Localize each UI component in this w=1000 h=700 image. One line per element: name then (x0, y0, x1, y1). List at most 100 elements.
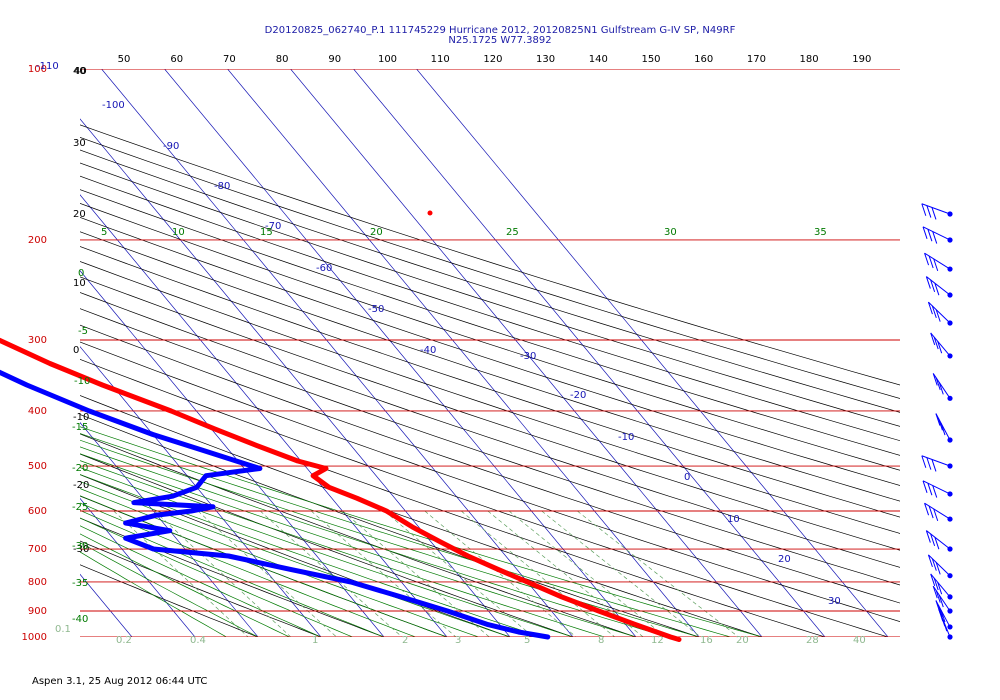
moist-adiabat-label: 0 (78, 268, 84, 279)
wind-barb-feather (931, 558, 937, 571)
moist-adiabat-line (80, 533, 290, 637)
wind-barb-feather (937, 582, 943, 595)
left-temp-label: -30 (73, 544, 89, 555)
top-label: 100 (378, 54, 397, 65)
isotherm-label: 10 (727, 514, 740, 525)
isotherm-label: -50 (368, 304, 384, 315)
dry-adiabat-line (80, 202, 900, 471)
wind-barb-feather (927, 229, 933, 242)
wind-barb (927, 554, 953, 579)
dry-adiabat-line (80, 175, 900, 442)
moist-adiabat-line (80, 460, 605, 637)
top-label: -110 (36, 61, 59, 72)
top-label: 160 (694, 54, 713, 65)
wind-barb (935, 600, 953, 630)
pressure-label: 900 (28, 606, 47, 617)
isotherm-label: 30 (828, 596, 841, 607)
mixing-ratio-line (460, 510, 616, 637)
wind-barb (925, 530, 953, 552)
moist-adiabat-line (80, 525, 322, 637)
isotherm-line (353, 69, 826, 637)
left-temp-label: 40 (73, 66, 86, 77)
top-label: 150 (641, 54, 660, 65)
wind-barb-feather (935, 377, 941, 391)
isotherm-label: -90 (163, 141, 179, 152)
wind-barb-feather (921, 455, 927, 468)
mixing-ratio-label: 0.4 (190, 635, 206, 646)
dry-adiabat-line (80, 376, 826, 637)
wind-barb-staff (921, 203, 951, 215)
dry-adiabat-line (80, 189, 900, 456)
wind-barb-staff (928, 554, 951, 577)
dry-adiabat-line (80, 564, 259, 637)
moist-adiabat-line (80, 502, 416, 637)
left-temp-label: 10 (73, 278, 86, 289)
wind-barb-feather (928, 505, 934, 519)
dry-adiabat-line (80, 246, 900, 518)
wind-barb-feather (932, 585, 938, 599)
moist-adiabat-line (80, 551, 227, 637)
wind-barb-staff (935, 600, 951, 628)
sounding-profiles (0, 210, 682, 642)
pressure-label: 800 (28, 577, 47, 588)
footer-text: Aspen 3.1, 25 Aug 2012 06:44 UTC (32, 676, 208, 687)
chart-title-line1: D20120825_062740_P.1 111745229 Hurricane… (265, 25, 736, 36)
top-label: 140 (589, 54, 608, 65)
pressure-label: 200 (28, 235, 47, 246)
dry-adiabat-line (80, 540, 322, 637)
wind-barb-staff (932, 585, 951, 612)
wind-barb (922, 480, 953, 498)
dry-adiabat-line (80, 261, 900, 534)
wind-barb-feather (940, 609, 946, 623)
isotherm-label: -60 (316, 263, 332, 274)
mixing-ratio-label: 8 (598, 635, 604, 646)
dry-adiabat-line (80, 149, 900, 413)
wind-barb-feather (933, 508, 939, 522)
mixing-ratio-label: 0.2 (116, 635, 132, 646)
dewpoint-profile (0, 369, 551, 640)
wind-barb-feather (926, 205, 932, 218)
moist-adiabat-line (80, 488, 479, 637)
moist-adiabat-line (80, 439, 700, 637)
temperature-point (427, 210, 433, 216)
dry-adiabat-line (80, 217, 900, 486)
moist-adiabat-line (80, 509, 385, 637)
pressure-label: 100 (28, 64, 47, 75)
wind-barb (935, 413, 953, 443)
mixing-ratio-label: 12 (651, 635, 664, 646)
wind-barb-feather (926, 457, 932, 470)
isotherm-label: -40 (420, 345, 436, 356)
isotherm-label: -10 (618, 432, 634, 443)
left-temp-label: 30 (73, 138, 86, 149)
thermo-grid (80, 69, 900, 637)
moist-adiabat-label: -10 (74, 376, 90, 387)
top-label: 80 (276, 54, 289, 65)
pressure-label: 300 (28, 335, 47, 346)
wind-barb (930, 332, 953, 359)
moist-adiabat-line (80, 495, 448, 637)
wind-barb-staff (922, 480, 951, 495)
wind-barb-feather (930, 332, 936, 346)
moist-adiabat-line (80, 426, 763, 637)
wind-barb-feather (932, 373, 938, 386)
wind-barb-feather (940, 422, 946, 436)
dry-adiabat-line (80, 414, 700, 637)
top-label: 90 (328, 54, 341, 65)
wind-barb-feather (924, 252, 930, 266)
isotherm-line (101, 69, 574, 637)
dry-adiabat-line (80, 324, 900, 604)
wind-barb-staff (924, 252, 951, 270)
moist-adiabat-label: -35 (72, 578, 88, 589)
pressure-label: 1000 (22, 632, 47, 643)
mixing-ratio-label: 3 (455, 635, 461, 646)
moist-adiabat-line (80, 467, 574, 637)
dry-adiabat-line (80, 231, 900, 502)
moist-adiabat-label: -15 (72, 422, 88, 433)
isotherm-line (80, 270, 385, 637)
mixing-ratio-line (113, 510, 249, 637)
wind-barb-feather (942, 619, 948, 632)
mixing-ratio-label: 1 (312, 635, 318, 646)
moist-adiabat-label: 25 (506, 227, 519, 238)
wind-barb (938, 608, 953, 640)
